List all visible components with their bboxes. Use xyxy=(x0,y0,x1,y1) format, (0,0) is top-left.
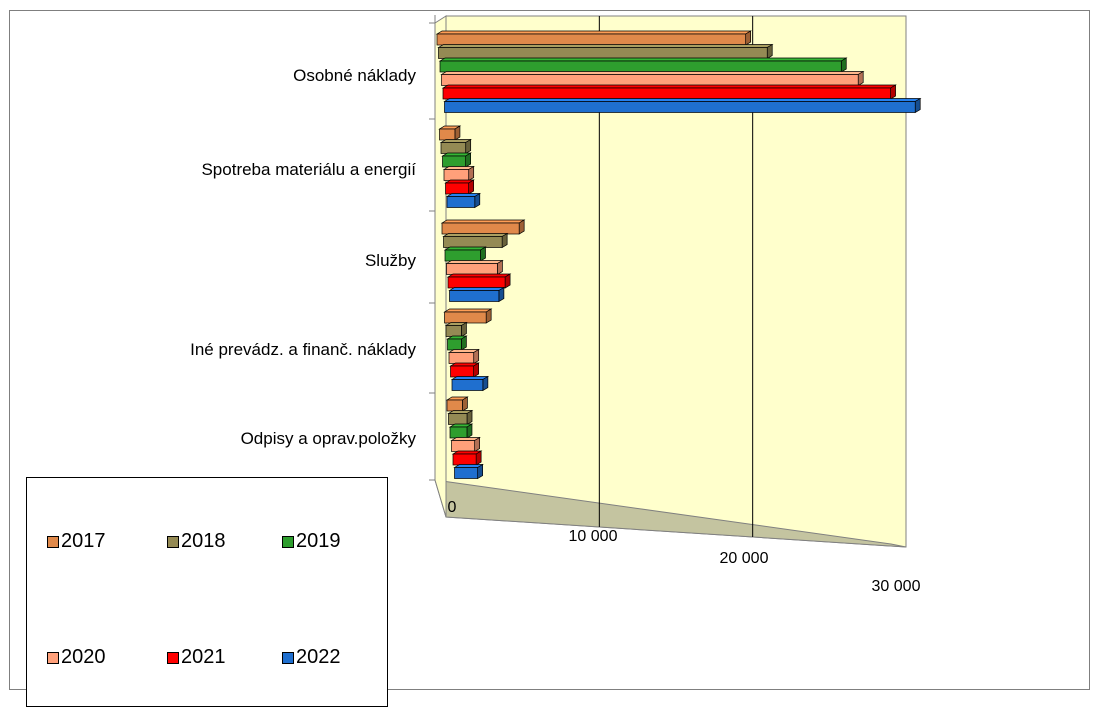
bar-top-face xyxy=(437,44,774,48)
bar xyxy=(436,33,747,46)
legend-label: 2021 xyxy=(181,646,226,668)
bar xyxy=(441,222,520,235)
bar xyxy=(450,365,474,378)
bar xyxy=(440,142,467,154)
legend-label: 2018 xyxy=(181,530,226,552)
bar xyxy=(441,74,859,86)
legend-swatch xyxy=(282,535,294,548)
legend-swatch xyxy=(167,651,179,664)
x-tick-label: 10 000 xyxy=(569,528,618,545)
legend-label: 2019 xyxy=(296,530,341,552)
bar xyxy=(454,467,478,479)
bar-top-face xyxy=(435,30,752,35)
chart-frame: Osobné náklady Spotreba materiálu a energ… xyxy=(9,10,1090,707)
bar xyxy=(452,453,477,466)
bar xyxy=(446,263,498,275)
legend-swatch xyxy=(47,651,59,664)
x-tick-label: 0 xyxy=(448,499,457,516)
bar xyxy=(444,101,916,113)
bar xyxy=(446,399,463,412)
bar-top-face xyxy=(440,219,526,224)
bar-top-face xyxy=(443,308,493,313)
bar xyxy=(449,290,500,302)
bar xyxy=(445,325,462,337)
bar xyxy=(446,196,476,208)
legend-swatch xyxy=(282,651,294,664)
x-tick-label: 30 000 xyxy=(872,578,921,595)
bar xyxy=(449,426,468,439)
legend: 2017 2018 2019 2020 2021 2022 xyxy=(26,477,388,707)
legend-swatch xyxy=(47,535,59,548)
category-label: Iné prevádz. a finanč. náklady xyxy=(190,340,416,359)
bar xyxy=(438,47,768,59)
bar xyxy=(439,60,842,73)
bar xyxy=(439,128,456,141)
bar-top-face xyxy=(443,98,922,102)
bar-top-face xyxy=(448,287,506,291)
legend-item: 2020 xyxy=(47,646,106,669)
legend-label: 2022 xyxy=(296,646,341,668)
bar xyxy=(444,311,487,324)
legend-label: 2017 xyxy=(61,530,106,552)
bar xyxy=(445,182,469,195)
legend-item: 2022 xyxy=(282,646,341,669)
bar xyxy=(447,276,506,289)
legend-swatch xyxy=(167,535,179,548)
bar-top-face xyxy=(441,84,897,89)
category-label: Spotreba materiálu a energií xyxy=(201,160,416,179)
bar xyxy=(443,236,503,248)
bar xyxy=(447,338,462,351)
bar-top-face xyxy=(445,260,504,264)
bar xyxy=(442,155,466,168)
bar xyxy=(442,87,891,100)
bar xyxy=(448,352,475,364)
bar-top-face xyxy=(440,71,865,75)
legend-item: 2021 xyxy=(167,646,226,669)
category-label: Odpisy a oprav.položky xyxy=(241,429,417,448)
bar-top-face xyxy=(446,273,512,278)
legend-label: 2020 xyxy=(61,646,106,668)
x-tick-label: 20 000 xyxy=(720,550,769,567)
bar xyxy=(444,249,481,262)
bar-top-face xyxy=(438,57,848,62)
legend-item: 2018 xyxy=(167,530,226,553)
bar xyxy=(443,169,470,181)
category-label: Služby xyxy=(365,251,417,270)
bar-top-face xyxy=(450,376,490,380)
category-label: Osobné náklady xyxy=(293,66,416,85)
bar-chart: Osobné náklady Spotreba materiálu a energ… xyxy=(190,15,922,595)
bar-top-face xyxy=(442,233,509,237)
bar xyxy=(451,379,484,391)
legend-item: 2017 xyxy=(47,530,106,553)
bar-top-face xyxy=(443,246,487,251)
legend-item: 2019 xyxy=(282,530,341,553)
bar xyxy=(448,413,468,425)
bar xyxy=(451,440,475,452)
